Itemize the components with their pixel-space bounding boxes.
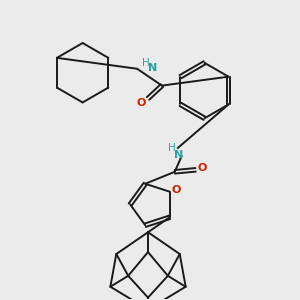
Text: H: H [168,143,176,153]
Text: H: H [142,58,150,68]
Text: O: O [172,185,181,195]
Text: N: N [174,150,183,160]
Text: O: O [198,163,207,173]
Text: O: O [136,98,146,108]
Text: N: N [148,63,158,73]
